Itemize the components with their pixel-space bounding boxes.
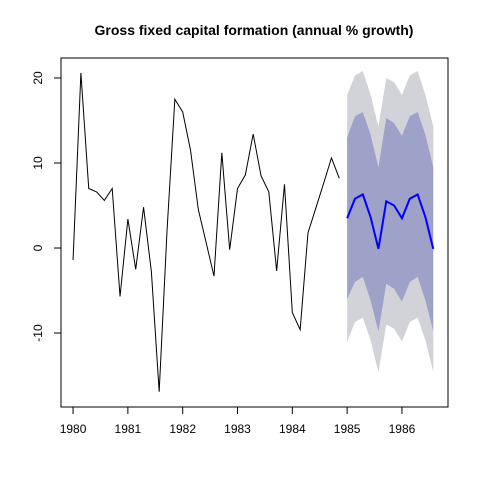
forecast-line <box>346 193 435 250</box>
y-tick-label: 20 <box>31 71 45 85</box>
x-tick-label: 1981 <box>115 422 142 436</box>
chart-title: Gross fixed capital formation (annual % … <box>95 22 414 38</box>
band-80 <box>347 111 434 332</box>
x-tick-label: 1985 <box>334 422 361 436</box>
x-tick-label: 1980 <box>60 422 87 436</box>
x-tick-label: 1983 <box>224 422 251 436</box>
history-line <box>72 72 340 392</box>
x-tick-label: 1986 <box>389 422 416 436</box>
x-tick-label: 1982 <box>169 422 196 436</box>
y-tick-label: 0 <box>31 244 45 251</box>
y-tick-label: -10 <box>31 324 45 342</box>
y-tick-label: 10 <box>31 156 45 170</box>
x-tick-label: 1984 <box>279 422 306 436</box>
